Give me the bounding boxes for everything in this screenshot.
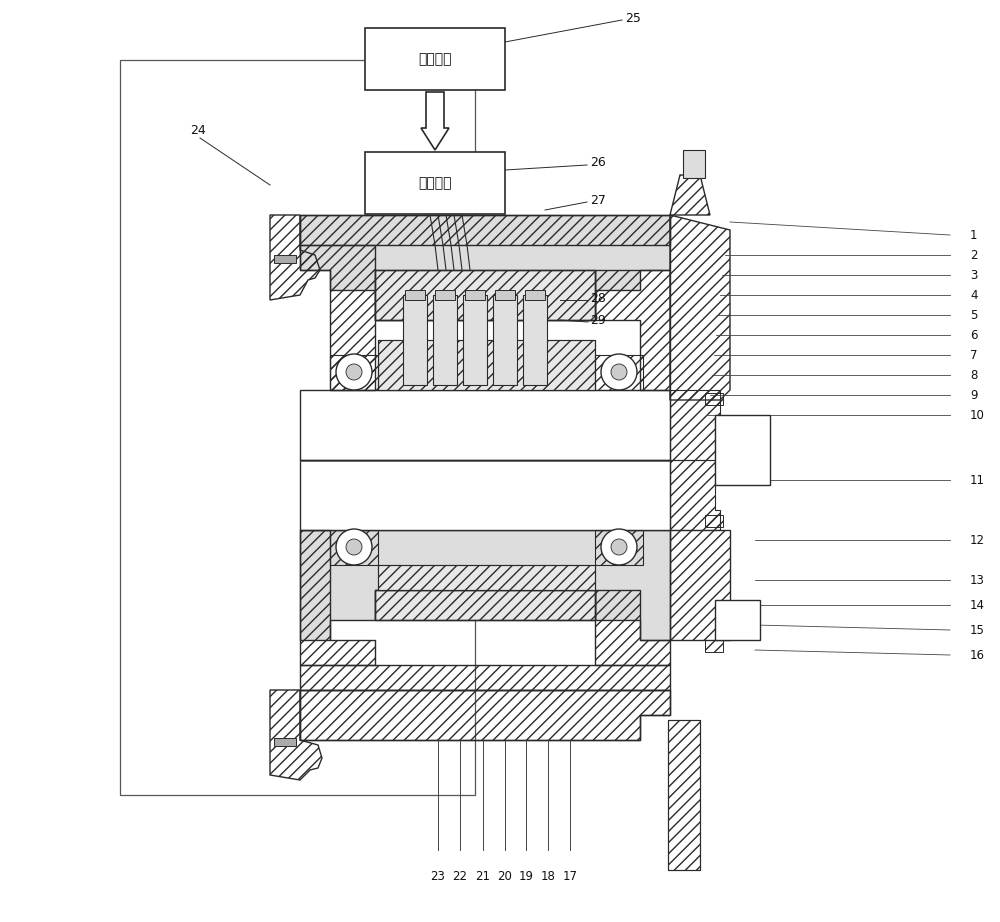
Text: 25: 25	[625, 11, 641, 25]
Text: 1: 1	[970, 229, 978, 242]
Bar	[705, 640, 723, 652]
Text: 18: 18	[541, 870, 555, 883]
Text: 7: 7	[970, 349, 978, 361]
Bar	[365, 152, 505, 214]
Text: 测控系统: 测控系统	[418, 52, 452, 66]
Text: 10: 10	[970, 408, 985, 421]
Polygon shape	[300, 215, 670, 320]
Circle shape	[336, 529, 372, 565]
Text: 28: 28	[590, 291, 606, 304]
Text: 22: 22	[452, 870, 468, 883]
Text: 6: 6	[970, 328, 978, 341]
Text: 9: 9	[970, 388, 978, 401]
Bar	[300, 460, 670, 530]
Bar	[525, 290, 545, 300]
Bar	[715, 600, 760, 640]
Bar	[705, 393, 723, 405]
Bar	[365, 28, 505, 90]
Bar	[375, 270, 595, 320]
FancyArrow shape	[421, 92, 449, 150]
Bar	[715, 415, 770, 485]
Bar	[683, 150, 705, 178]
Text: 23: 23	[431, 870, 445, 883]
Text: 14: 14	[970, 598, 985, 611]
Bar	[403, 295, 427, 385]
Text: 4: 4	[970, 289, 978, 301]
Text: 19: 19	[518, 870, 534, 883]
Text: 21: 21	[476, 870, 490, 883]
Bar	[405, 290, 425, 300]
Text: 29: 29	[590, 313, 606, 326]
Bar	[433, 295, 457, 385]
Text: 24: 24	[190, 124, 206, 136]
Polygon shape	[300, 530, 670, 640]
Text: 8: 8	[970, 369, 977, 382]
Text: 5: 5	[970, 309, 977, 322]
Circle shape	[611, 364, 627, 380]
Bar	[378, 565, 595, 590]
Bar	[274, 738, 296, 746]
Bar	[523, 295, 547, 385]
Circle shape	[611, 539, 627, 555]
Text: 26: 26	[590, 157, 606, 170]
Text: 27: 27	[590, 194, 606, 207]
Text: 12: 12	[970, 534, 985, 547]
Text: 20: 20	[498, 870, 512, 883]
Bar	[463, 295, 487, 385]
Bar	[375, 270, 595, 320]
Text: 11: 11	[970, 474, 985, 487]
Bar	[274, 255, 296, 263]
Circle shape	[601, 529, 637, 565]
Bar	[300, 390, 670, 460]
Bar	[375, 590, 595, 620]
Text: 2: 2	[970, 249, 978, 262]
Bar	[493, 295, 517, 385]
Text: 17: 17	[562, 870, 578, 883]
Bar	[705, 515, 723, 527]
Circle shape	[346, 364, 362, 380]
Bar	[495, 290, 515, 300]
Bar	[378, 340, 595, 390]
Circle shape	[336, 354, 372, 390]
Circle shape	[601, 354, 637, 390]
Bar	[378, 565, 595, 590]
Text: 16: 16	[970, 648, 985, 661]
Bar	[378, 340, 595, 390]
Text: 3: 3	[970, 268, 977, 281]
Circle shape	[346, 539, 362, 555]
Bar	[435, 290, 455, 300]
Text: 液压系统: 液压系统	[418, 176, 452, 190]
Bar	[375, 590, 595, 620]
Text: 13: 13	[970, 573, 985, 586]
Bar	[465, 290, 485, 300]
Bar	[120, 60, 475, 795]
Text: 15: 15	[970, 623, 985, 636]
